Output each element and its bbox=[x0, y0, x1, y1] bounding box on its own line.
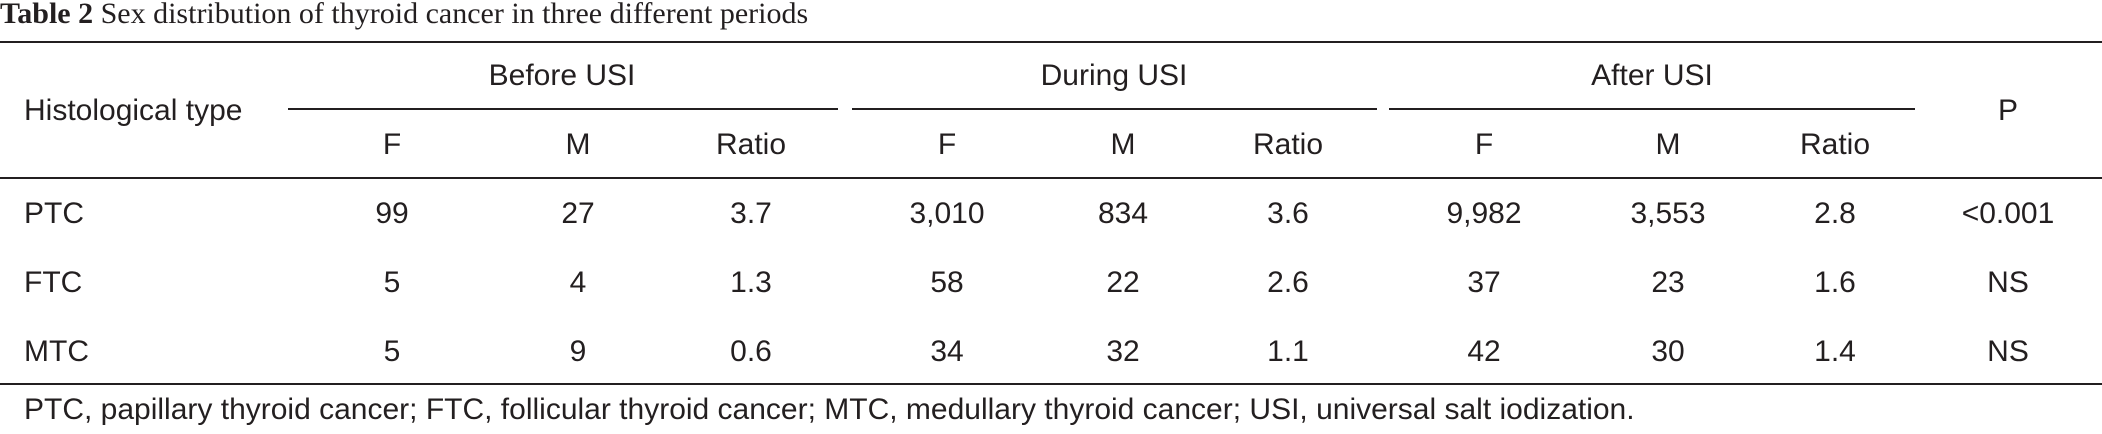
subheader-before-f: F bbox=[382, 128, 402, 161]
row-header-label: Histological type bbox=[24, 94, 243, 127]
group-rule-after-usi bbox=[1389, 108, 1915, 110]
cell-ptc-p: <0.001 bbox=[1961, 197, 2055, 230]
cell-mtc-after-ratio: 1.4 bbox=[1814, 335, 1856, 368]
cell-ftc-during-m: 22 bbox=[1106, 266, 1140, 299]
subheader-after-f: F bbox=[1474, 128, 1494, 161]
subheader-before-ratio: Ratio bbox=[715, 128, 787, 161]
cell-ftc-during-f: 58 bbox=[930, 266, 964, 299]
subheader-during-f: F bbox=[937, 128, 957, 161]
cell-ptc-before-f: 99 bbox=[375, 197, 409, 230]
row-type-mtc: MTC bbox=[24, 335, 89, 368]
cell-mtc-after-m: 30 bbox=[1651, 335, 1685, 368]
group-rule-during-usi bbox=[852, 108, 1377, 110]
group-header-before-usi: Before USI bbox=[488, 59, 636, 92]
cell-ptc-after-m: 3,553 bbox=[1630, 197, 1706, 230]
cell-mtc-before-ratio: 0.6 bbox=[730, 335, 772, 368]
cell-ftc-after-f: 37 bbox=[1467, 266, 1501, 299]
cell-ptc-after-f: 9,982 bbox=[1446, 197, 1522, 230]
table-footnote: PTC, papillary thyroid cancer; FTC, foll… bbox=[24, 393, 1635, 426]
row-type-ftc: FTC bbox=[24, 266, 83, 299]
subheader-after-m: M bbox=[1655, 128, 1681, 161]
p-header: P bbox=[1997, 94, 2018, 127]
cell-ptc-after-ratio: 2.8 bbox=[1814, 197, 1856, 230]
table-caption-text: Sex distribution of thyroid cancer in th… bbox=[100, 0, 809, 30]
cell-ftc-during-ratio: 2.6 bbox=[1267, 266, 1309, 299]
group-header-after-usi: After USI bbox=[1591, 59, 1713, 92]
cell-ptc-before-ratio: 3.7 bbox=[730, 197, 772, 230]
bottom-rule bbox=[0, 383, 2102, 385]
cell-mtc-before-f: 5 bbox=[383, 335, 401, 368]
subheader-during-m: M bbox=[1110, 128, 1136, 161]
table-caption-label: Table 2 bbox=[0, 0, 94, 30]
subheader-during-ratio: Ratio bbox=[1252, 128, 1324, 161]
top-rule bbox=[0, 41, 2102, 43]
subheader-after-ratio: Ratio bbox=[1799, 128, 1871, 161]
cell-ftc-after-m: 23 bbox=[1651, 266, 1685, 299]
cell-mtc-during-f: 34 bbox=[930, 335, 964, 368]
cell-ftc-before-f: 5 bbox=[383, 266, 401, 299]
cell-mtc-during-m: 32 bbox=[1106, 335, 1140, 368]
group-header-during-usi: During USI bbox=[1040, 59, 1188, 92]
cell-ptc-during-ratio: 3.6 bbox=[1267, 197, 1309, 230]
cell-ptc-before-m: 27 bbox=[561, 197, 595, 230]
subheader-before-m: M bbox=[565, 128, 591, 161]
cell-ftc-after-ratio: 1.6 bbox=[1814, 266, 1856, 299]
table-caption: Table 2 Sex distribution of thyroid canc… bbox=[0, 0, 808, 34]
cell-ftc-p: NS bbox=[1987, 266, 2029, 299]
cell-ptc-during-m: 834 bbox=[1097, 197, 1149, 230]
row-type-ptc: PTC bbox=[24, 197, 84, 230]
cell-mtc-p: NS bbox=[1987, 335, 2029, 368]
cell-ftc-before-ratio: 1.3 bbox=[730, 266, 772, 299]
group-rule-before-usi bbox=[288, 108, 838, 110]
cell-mtc-after-f: 42 bbox=[1467, 335, 1501, 368]
cell-mtc-during-ratio: 1.1 bbox=[1267, 335, 1309, 368]
header-bottom-rule bbox=[0, 177, 2102, 179]
cell-mtc-before-m: 9 bbox=[569, 335, 587, 368]
cell-ftc-before-m: 4 bbox=[569, 266, 587, 299]
cell-ptc-during-f: 3,010 bbox=[909, 197, 985, 230]
